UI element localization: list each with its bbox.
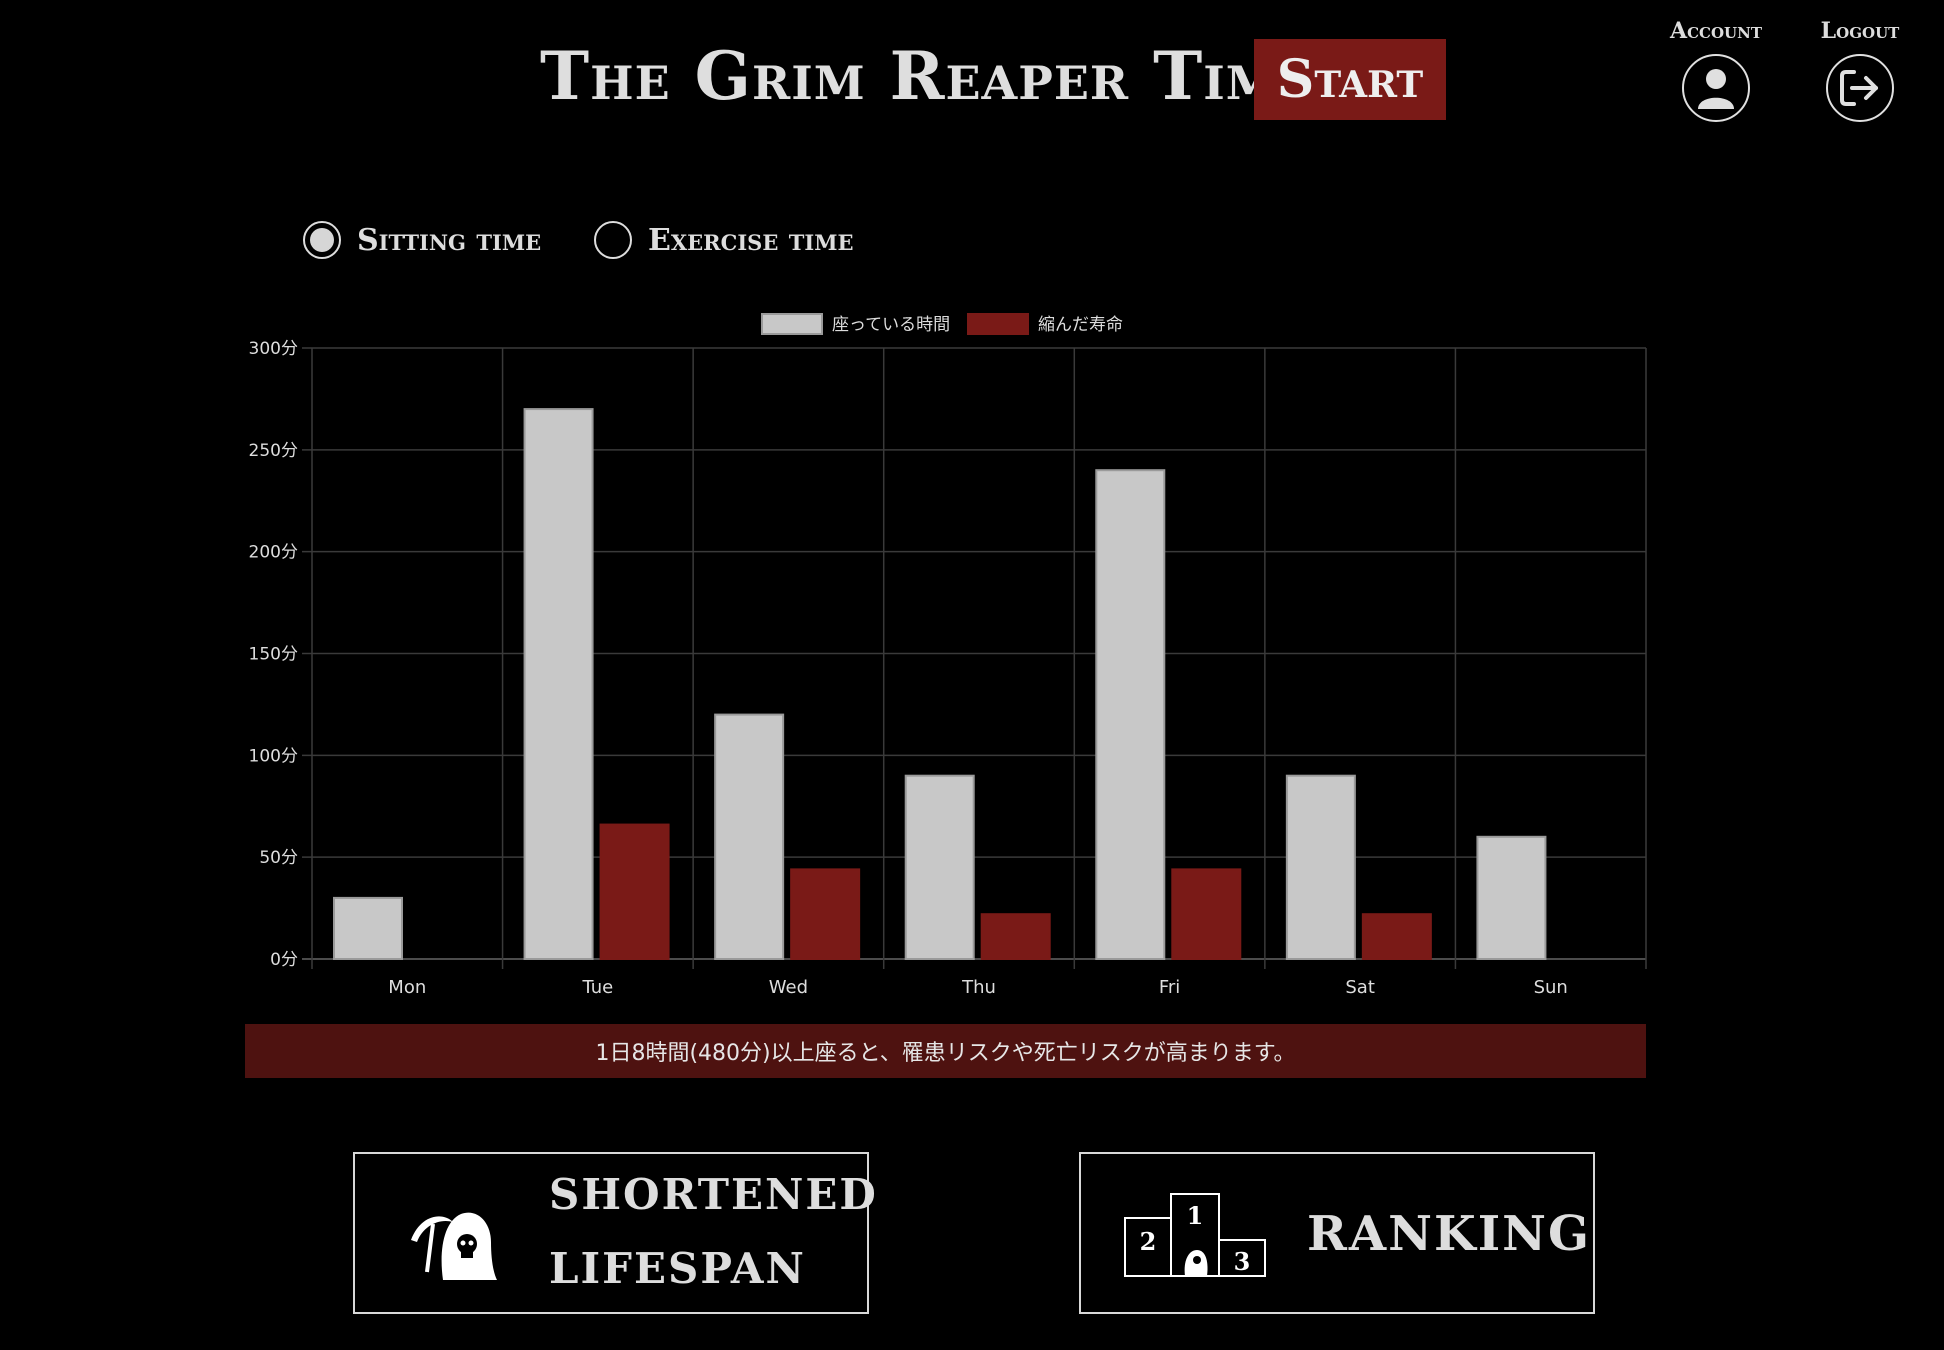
bar-tue-series2 — [599, 823, 670, 961]
bar-fri-series2 — [1171, 868, 1242, 960]
x-tick-label: Wed — [769, 977, 808, 998]
radio-selected-indicator[interactable] — [303, 221, 341, 259]
radio-unselected-indicator[interactable] — [594, 221, 632, 259]
shortened-lifespan-card[interactable]: SHORTENED LIFESPAN — [353, 1152, 876, 1314]
podium-2: 2 — [1140, 1227, 1157, 1256]
x-tick-label: Tue — [581, 977, 613, 998]
account-nav[interactable]: Account — [1656, 18, 1776, 122]
x-tick-label: Thu — [961, 977, 996, 998]
legend-label: 縮んだ寿命 — [1038, 315, 1123, 335]
podium-icon: 1 2 3 — [1124, 1193, 1266, 1277]
shortened-lifespan-line1: SHORTENED — [549, 1170, 878, 1219]
legend-label: 座っている時間 — [832, 315, 950, 335]
x-tick-label: Sun — [1534, 977, 1568, 998]
y-tick-label: 250分 — [249, 441, 298, 461]
bar-sat-series2 — [1361, 913, 1432, 961]
start-button[interactable]: Start — [1254, 39, 1446, 120]
podium-3: 3 — [1234, 1247, 1251, 1276]
logout-nav[interactable]: Logout — [1800, 18, 1920, 122]
y-tick-label: 100分 — [249, 746, 298, 766]
bar-thu-series2 — [980, 913, 1051, 961]
ranking-card[interactable]: 1 2 3 RANKING — [1079, 1152, 1595, 1314]
sitting-time-chart: 0分 50分 100分 150分 200分 250分 300分 Mon Tue Wed Thu Fri… — [249, 313, 1647, 998]
bar-thu-series1 — [904, 774, 975, 961]
bar-tue-series1 — [523, 408, 594, 961]
y-tick-label: 150分 — [249, 645, 298, 665]
radio-exercise-label: Exercise time — [648, 222, 854, 258]
bar-wed-series1 — [714, 713, 785, 960]
legend-swatch — [967, 313, 1029, 335]
bar-sun-series1 — [1476, 835, 1547, 960]
logout-label: Logout — [1820, 18, 1900, 44]
radio-sitting-label: Sitting time — [357, 222, 542, 258]
account-icon[interactable] — [1682, 54, 1750, 122]
x-tick-label: Fri — [1159, 977, 1180, 998]
app-title: The Grim Reaper Timer — [540, 37, 1353, 115]
radio-sitting-time[interactable]: Sitting time — [303, 221, 541, 259]
warning-banner: 1日8時間(480分)以上座ると、罹患リスクや死亡リスクが高まります。 — [245, 1024, 1646, 1078]
y-tick-label: 200分 — [249, 543, 298, 563]
y-tick-label: 0分 — [270, 950, 298, 970]
y-tick-label: 300分 — [249, 339, 298, 359]
radio-exercise-time[interactable]: Exercise time — [594, 221, 853, 259]
y-tick-label: 50分 — [259, 848, 298, 868]
bar-fri-series1 — [1095, 469, 1166, 960]
bar-sat-series1 — [1285, 774, 1356, 961]
bar-mon-series1 — [333, 896, 403, 961]
grim-reaper-icon — [411, 1212, 497, 1280]
shortened-lifespan-line2: LIFESPAN — [549, 1244, 806, 1293]
logout-icon[interactable] — [1826, 54, 1894, 122]
ranking-label: RANKING — [1307, 1206, 1592, 1262]
legend-swatch — [761, 313, 823, 335]
account-label: Account — [1670, 18, 1762, 44]
bar-wed-series2 — [790, 868, 861, 960]
x-tick-label: Mon — [388, 977, 426, 998]
x-tick-label: Sat — [1345, 977, 1375, 998]
podium-1: 1 — [1187, 1201, 1204, 1230]
